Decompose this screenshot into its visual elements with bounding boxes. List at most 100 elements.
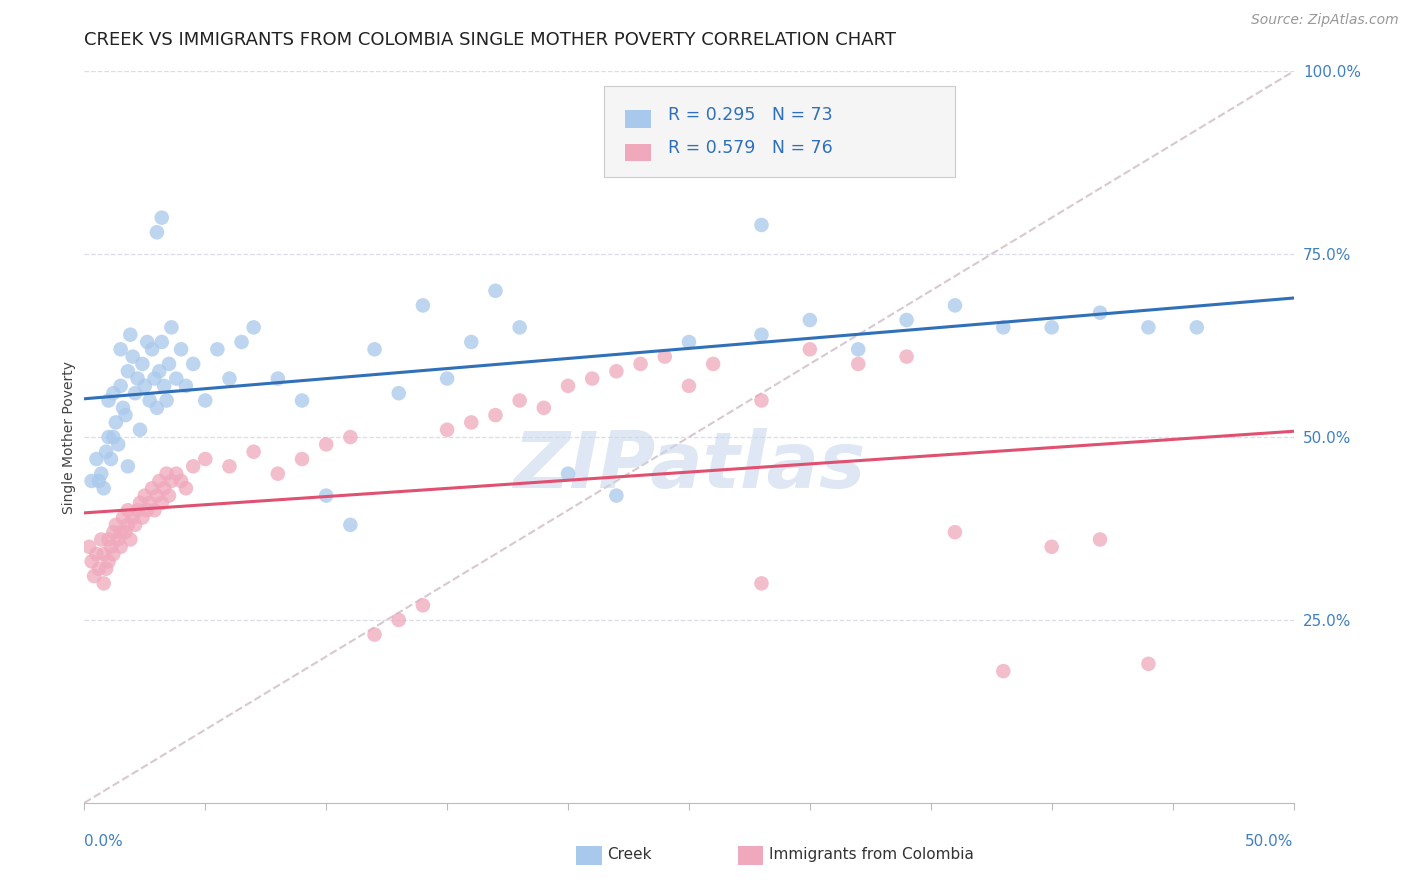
Text: R = 0.579   N = 76: R = 0.579 N = 76 bbox=[668, 139, 834, 157]
Point bbox=[80, 554, 103, 568]
Point bbox=[436, 423, 458, 437]
Point bbox=[110, 525, 132, 540]
Point bbox=[129, 496, 152, 510]
Point bbox=[484, 284, 506, 298]
Point bbox=[846, 357, 869, 371]
Point bbox=[157, 489, 180, 503]
Point bbox=[94, 562, 117, 576]
Point bbox=[104, 416, 127, 430]
FancyBboxPatch shape bbox=[605, 86, 955, 178]
Point bbox=[993, 664, 1015, 678]
Point bbox=[363, 343, 385, 357]
Point bbox=[103, 525, 125, 540]
Point bbox=[218, 459, 240, 474]
Point bbox=[93, 481, 115, 495]
Point bbox=[121, 510, 143, 524]
Point bbox=[110, 343, 132, 357]
Point bbox=[131, 357, 153, 371]
Point bbox=[242, 444, 264, 458]
Text: ZIPatlas: ZIPatlas bbox=[513, 428, 865, 504]
Point bbox=[484, 408, 506, 422]
Point bbox=[155, 393, 177, 408]
Point bbox=[943, 298, 966, 312]
Point bbox=[143, 503, 166, 517]
Point bbox=[194, 393, 217, 408]
Point bbox=[131, 510, 153, 524]
Point bbox=[150, 496, 173, 510]
Point bbox=[605, 364, 627, 378]
Point bbox=[1088, 306, 1111, 320]
Point bbox=[1040, 540, 1063, 554]
Point bbox=[157, 357, 180, 371]
Point bbox=[896, 350, 918, 364]
Text: Source: ZipAtlas.com: Source: ZipAtlas.com bbox=[1251, 13, 1399, 28]
Point bbox=[121, 350, 143, 364]
Point bbox=[581, 371, 603, 385]
Point bbox=[1088, 533, 1111, 547]
Text: 50.0%: 50.0% bbox=[1246, 834, 1294, 849]
Point bbox=[146, 489, 169, 503]
Point bbox=[100, 452, 122, 467]
Point bbox=[114, 525, 136, 540]
Point bbox=[127, 503, 149, 517]
Point bbox=[141, 481, 163, 495]
Point bbox=[127, 371, 149, 385]
Point bbox=[120, 533, 142, 547]
Point bbox=[751, 327, 773, 342]
Point bbox=[165, 371, 187, 385]
Point bbox=[388, 386, 411, 401]
Point bbox=[315, 489, 337, 503]
Point bbox=[291, 393, 314, 408]
Point bbox=[146, 225, 169, 239]
Point bbox=[120, 327, 142, 342]
Text: Creek: Creek bbox=[607, 847, 652, 862]
Point bbox=[460, 334, 482, 349]
Text: R = 0.295   N = 73: R = 0.295 N = 73 bbox=[668, 105, 832, 123]
Point bbox=[363, 627, 385, 641]
Point bbox=[460, 416, 482, 430]
Point bbox=[751, 218, 773, 232]
Point bbox=[207, 343, 229, 357]
Point bbox=[1040, 320, 1063, 334]
Point bbox=[112, 510, 135, 524]
Point bbox=[291, 452, 314, 467]
Point bbox=[110, 540, 132, 554]
Point bbox=[194, 452, 217, 467]
Point bbox=[136, 503, 159, 517]
Point bbox=[896, 313, 918, 327]
Point bbox=[97, 430, 120, 444]
Point bbox=[141, 343, 163, 357]
Point bbox=[846, 343, 869, 357]
Point bbox=[107, 437, 129, 451]
Point bbox=[1185, 320, 1208, 334]
Point bbox=[103, 430, 125, 444]
Point bbox=[153, 481, 176, 495]
Point bbox=[103, 547, 125, 561]
Point bbox=[412, 599, 434, 613]
Text: Immigrants from Colombia: Immigrants from Colombia bbox=[769, 847, 974, 862]
Point bbox=[148, 474, 170, 488]
Point bbox=[136, 334, 159, 349]
Point bbox=[799, 343, 821, 357]
Point bbox=[117, 459, 139, 474]
Point bbox=[412, 298, 434, 312]
Point bbox=[654, 350, 676, 364]
Point bbox=[87, 562, 110, 576]
Point bbox=[436, 371, 458, 385]
Point bbox=[124, 517, 146, 532]
Point bbox=[339, 517, 361, 532]
Point bbox=[100, 540, 122, 554]
Point bbox=[160, 474, 183, 488]
Point bbox=[174, 481, 197, 495]
Point bbox=[1137, 657, 1160, 671]
Point bbox=[117, 517, 139, 532]
Point bbox=[388, 613, 411, 627]
Point bbox=[114, 408, 136, 422]
Point bbox=[165, 467, 187, 481]
Bar bbox=[624, 144, 651, 161]
Point bbox=[87, 474, 110, 488]
Point bbox=[150, 211, 173, 225]
Point bbox=[533, 401, 555, 415]
Point bbox=[93, 576, 115, 591]
Y-axis label: Single Mother Poverty: Single Mother Poverty bbox=[62, 360, 76, 514]
